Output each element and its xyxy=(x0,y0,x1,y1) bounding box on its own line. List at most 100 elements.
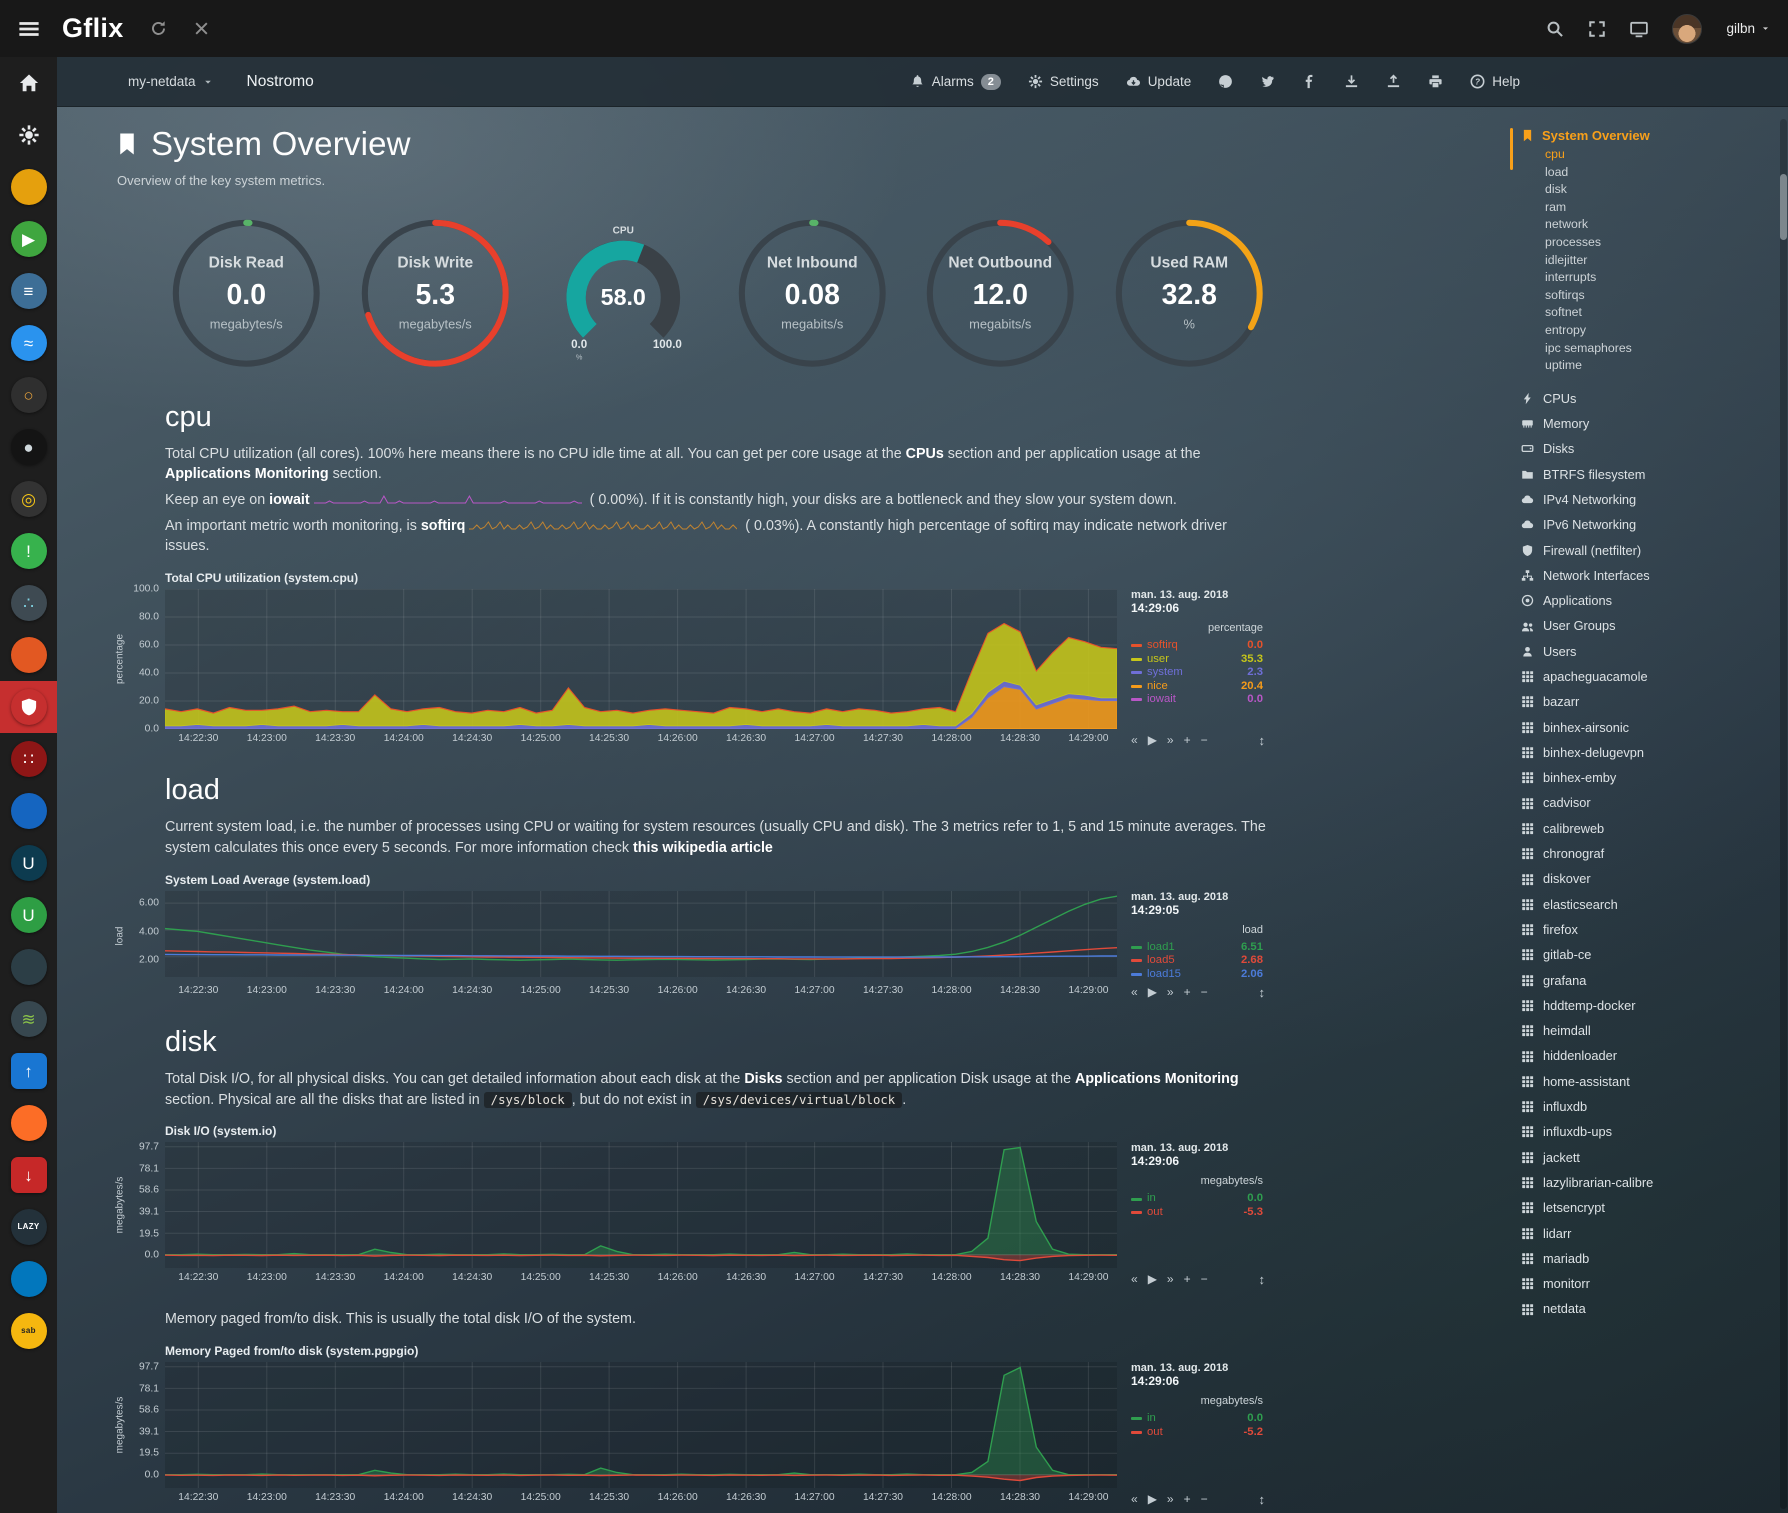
sidebar-item-app-lines[interactable]: ≋ xyxy=(0,993,57,1045)
menu-app-gitlab-ce[interactable]: gitlab-ce xyxy=(1520,942,1778,967)
hamburger-menu-icon[interactable] xyxy=(18,18,40,40)
menu-app-binhex-airsonic[interactable]: binhex-airsonic xyxy=(1520,715,1778,740)
pan-right-button[interactable]: » xyxy=(1166,985,1174,1000)
settings-button[interactable]: Settings xyxy=(1028,74,1099,89)
sidebar-item-app-dark-disc[interactable]: ● xyxy=(0,421,57,473)
legend-item-load15[interactable]: load15 2.06 xyxy=(1131,968,1263,982)
help-button[interactable]: ? Help xyxy=(1470,74,1520,89)
legend-item-iowait[interactable]: iowait 0.0 xyxy=(1131,693,1263,707)
gauge-used-ram[interactable]: Used RAM 32.8 % xyxy=(1108,212,1271,375)
menu-section-network-interfaces[interactable]: Network Interfaces xyxy=(1520,563,1778,588)
resize-handle[interactable]: ↕ xyxy=(1258,1491,1266,1507)
menu-section-memory[interactable]: Memory xyxy=(1520,411,1778,436)
pan-left-button[interactable]: « xyxy=(1131,1492,1138,1507)
sidebar-item-app-lazylibrarian[interactable]: LAZY xyxy=(0,1201,57,1253)
menu-app-jackett[interactable]: jackett xyxy=(1520,1145,1778,1170)
legend-item-load5[interactable]: load5 2.68 xyxy=(1131,954,1263,968)
menu-item-ram[interactable]: ram xyxy=(1545,199,1567,214)
pan-left-button[interactable]: « xyxy=(1131,985,1138,1000)
sidebar-item-app-heimdall[interactable]: ∴ xyxy=(0,577,57,629)
play-button[interactable]: ▶ xyxy=(1147,1272,1157,1287)
refresh-tab-icon[interactable] xyxy=(150,20,167,37)
resize-handle[interactable]: ↕ xyxy=(1258,732,1266,748)
menu-section-disks[interactable]: Disks xyxy=(1520,436,1778,461)
zoom-out-button[interactable]: − xyxy=(1200,1492,1208,1507)
update-button[interactable]: Update xyxy=(1126,74,1191,89)
menu-app-mariadb[interactable]: mariadb xyxy=(1520,1246,1778,1271)
sidebar-item-app-dark-teal[interactable] xyxy=(0,941,57,993)
menu-item-ipc-semaphores[interactable]: ipc semaphores xyxy=(1545,340,1632,355)
resize-handle[interactable]: ↕ xyxy=(1258,984,1266,1000)
sidebar-item-app-red-grid[interactable]: ∷ xyxy=(0,733,57,785)
zoom-out-button[interactable]: − xyxy=(1200,985,1208,1000)
pan-left-button[interactable]: « xyxy=(1131,733,1138,748)
print-icon[interactable] xyxy=(1428,74,1443,89)
pan-left-button[interactable]: « xyxy=(1131,1272,1138,1287)
menu-app-hiddenloader[interactable]: hiddenloader xyxy=(1520,1043,1778,1068)
menu-item-softirqs[interactable]: softirqs xyxy=(1545,287,1585,302)
menu-section-user-groups[interactable]: User Groups xyxy=(1520,613,1778,638)
disk-io-chart[interactable]: Disk I/O (system.io) megabytes/s 0.0 19.5… xyxy=(113,1124,1266,1287)
zoom-out-button[interactable]: − xyxy=(1200,1272,1208,1287)
sidebar-item-app-sabnzbd[interactable]: sab xyxy=(0,1305,57,1357)
menu-app-diskover[interactable]: diskover xyxy=(1520,866,1778,891)
menu-item-load[interactable]: load xyxy=(1545,164,1569,179)
sidebar-item-app-shield[interactable] xyxy=(0,681,57,733)
sidebar-item-app-blue-disc[interactable] xyxy=(0,785,57,837)
legend-item-load1[interactable]: load1 6.51 xyxy=(1131,941,1263,955)
scrollbar-thumb[interactable] xyxy=(1780,174,1787,240)
menu-app-hddtemp-docker[interactable]: hddtemp-docker xyxy=(1520,993,1778,1018)
menu-item-softnet[interactable]: softnet xyxy=(1545,305,1582,320)
close-tab-icon[interactable] xyxy=(193,20,210,37)
menu-section-firewall-netfilter-[interactable]: Firewall (netfilter) xyxy=(1520,538,1778,563)
legend-item-user[interactable]: user 35.3 xyxy=(1131,653,1263,667)
sidebar-item-app-down-arrow[interactable]: ↓ xyxy=(0,1149,57,1201)
fullscreen-icon[interactable] xyxy=(1588,20,1606,38)
menu-item-cpu[interactable]: cpu xyxy=(1545,147,1565,161)
chart-plot-area[interactable] xyxy=(165,1362,1117,1489)
sidebar-item-app-up-arrow[interactable]: ↑ xyxy=(0,1045,57,1097)
menu-section-ipv6-networking[interactable]: IPv6 Networking xyxy=(1520,512,1778,537)
chart-plot-area[interactable] xyxy=(165,589,1117,730)
alarms-button[interactable]: Alarms 2 xyxy=(910,73,1001,90)
twitter-icon[interactable] xyxy=(1260,74,1275,89)
menu-section-users[interactable]: Users xyxy=(1520,639,1778,664)
menu-app-monitorr[interactable]: monitorr xyxy=(1520,1271,1778,1296)
server-dropdown[interactable]: my-netdata xyxy=(128,74,213,89)
menu-app-binhex-delugevpn[interactable]: binhex-delugevpn xyxy=(1520,740,1778,765)
menu-app-grafana[interactable]: grafana xyxy=(1520,968,1778,993)
gauge-disk-read[interactable]: Disk Read 0.0 megabytes/s xyxy=(165,212,328,375)
zoom-in-button[interactable]: + xyxy=(1183,1272,1191,1287)
search-icon[interactable] xyxy=(1546,20,1564,38)
disks-link[interactable]: Disks xyxy=(744,1071,783,1088)
sidebar-item-app-u-green[interactable]: U xyxy=(0,889,57,941)
github-icon[interactable] xyxy=(1218,74,1233,89)
menu-app-chronograf[interactable]: chronograf xyxy=(1520,841,1778,866)
chart-plot-area[interactable] xyxy=(165,890,1117,977)
sidebar-item-app-green-play[interactable]: ▶ xyxy=(0,213,57,265)
pan-right-button[interactable]: » xyxy=(1166,1492,1174,1507)
menu-item-uptime[interactable]: uptime xyxy=(1545,358,1582,373)
play-button[interactable]: ▶ xyxy=(1147,985,1157,1000)
gauge-disk-write[interactable]: Disk Write 5.3 megabytes/s xyxy=(354,212,517,375)
menu-app-elasticsearch[interactable]: elasticsearch xyxy=(1520,892,1778,917)
menu-item-processes[interactable]: processes xyxy=(1545,234,1602,249)
hostname[interactable]: Nostromo xyxy=(246,72,314,90)
menu-section-applications[interactable]: Applications xyxy=(1520,588,1778,613)
scrollbar-track[interactable] xyxy=(1780,119,1787,1509)
legend-item-system[interactable]: system 2.3 xyxy=(1131,666,1263,680)
menu-app-netdata[interactable]: netdata xyxy=(1520,1296,1778,1321)
wikipedia-link[interactable]: this wikipedia article xyxy=(633,839,773,856)
menu-item-network[interactable]: network xyxy=(1545,217,1589,232)
zoom-out-button[interactable]: − xyxy=(1200,733,1208,748)
play-button[interactable]: ▶ xyxy=(1147,733,1157,748)
sidebar-item-app-library[interactable]: ≡ xyxy=(0,265,57,317)
load-chart[interactable]: System Load Average (system.load) load 2… xyxy=(113,873,1266,1001)
applications-monitoring-link[interactable]: Applications Monitoring xyxy=(165,466,329,483)
sidebar-item-home[interactable] xyxy=(0,57,57,109)
pan-right-button[interactable]: » xyxy=(1166,733,1174,748)
sidebar-item-app-plex[interactable] xyxy=(0,161,57,213)
cpu-chart[interactable]: Total CPU utilization (system.cpu) perce… xyxy=(113,571,1266,748)
iowait-sparkline[interactable] xyxy=(313,492,582,505)
facebook-icon[interactable] xyxy=(1302,74,1317,89)
